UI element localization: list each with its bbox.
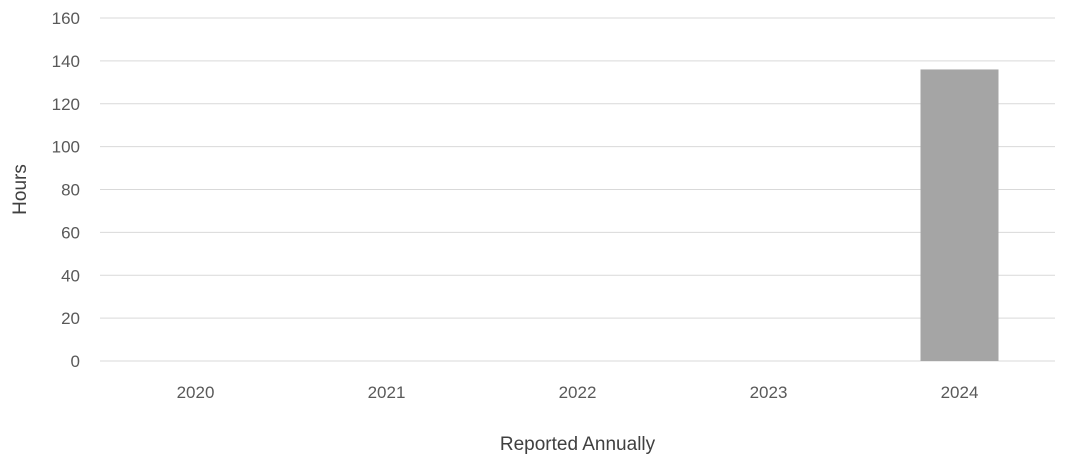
- bar-2024: [920, 69, 999, 361]
- x-axis-tick-labels: 2020 2021 2022 2023 2024: [177, 383, 979, 402]
- y-tick-label: 40: [61, 266, 80, 285]
- x-tick-label: 2023: [750, 383, 788, 402]
- y-axis-title: Hours: [10, 164, 31, 215]
- y-tick-label: 20: [61, 309, 80, 328]
- y-tick-label: 80: [61, 181, 80, 200]
- y-axis-tick-labels: 0 20 40 60 80 100 120 140 160: [52, 9, 80, 371]
- y-tick-label: 120: [52, 95, 80, 114]
- gridlines: [100, 17, 1055, 362]
- y-tick-label: 60: [61, 223, 80, 242]
- x-tick-label: 2024: [941, 383, 979, 402]
- y-tick-label: 0: [71, 352, 80, 371]
- x-tick-label: 2020: [177, 383, 215, 402]
- x-tick-label: 2022: [559, 383, 597, 402]
- x-axis-title: Reported Annually: [500, 434, 656, 455]
- y-tick-label: 140: [52, 52, 80, 71]
- bars: [920, 69, 999, 361]
- y-tick-label: 160: [52, 9, 80, 28]
- x-tick-label: 2021: [368, 383, 406, 402]
- y-tick-label: 100: [52, 138, 80, 157]
